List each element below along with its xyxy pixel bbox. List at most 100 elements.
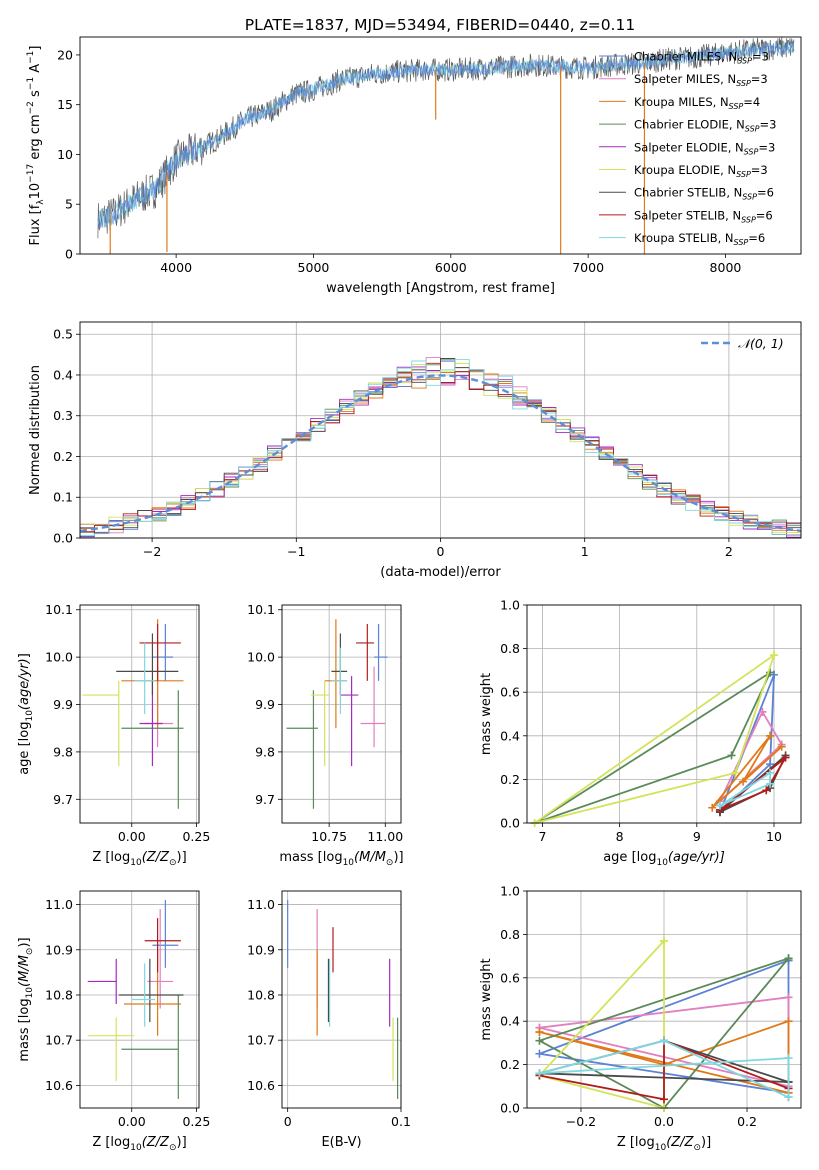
y-tick-label: 0.4 bbox=[500, 728, 520, 743]
weight-marker bbox=[769, 651, 778, 660]
x-label-text: age [log bbox=[603, 850, 656, 865]
weight-marker bbox=[739, 777, 748, 786]
axes-frame bbox=[526, 890, 802, 1109]
x-axis-label: Z [log10(Z/Z⊙)] bbox=[92, 1135, 186, 1153]
legend-label: Salpeter ELODIE, NSSP=3 bbox=[634, 140, 775, 156]
y-tick-label: 10.0 bbox=[45, 650, 73, 665]
x-axis-label: Z [log10(Z/Z⊙)] bbox=[92, 850, 186, 868]
y-tick-label: 0.0 bbox=[53, 531, 73, 546]
axes-frame bbox=[79, 890, 200, 1109]
legend-label: Chabrier ELODIE, NSSP=3 bbox=[634, 118, 776, 134]
weight-marker bbox=[715, 801, 724, 810]
y-axis-label: mass weight bbox=[479, 673, 494, 755]
legend-text: Salpeter STELIB, N bbox=[634, 208, 741, 222]
legend-sub: SSP bbox=[729, 102, 744, 111]
y-tick-label: 0.5 bbox=[53, 327, 73, 342]
x-tick-label: 0.25 bbox=[182, 829, 210, 844]
x-label-var: (age/yr)] bbox=[668, 850, 725, 865]
weight-line bbox=[537, 940, 665, 1110]
gaussian-curve bbox=[80, 374, 801, 533]
y-tick-label: 10.1 bbox=[45, 602, 73, 617]
weight-line bbox=[719, 771, 771, 807]
legend-label: Salpeter MILES, NSSP=3 bbox=[634, 72, 768, 88]
legend-label: Kroupa MILES, NSSP=4 bbox=[634, 95, 760, 111]
x-axis-label: mass [log10(M/M⊙)] bbox=[279, 850, 403, 868]
weight-marker bbox=[762, 786, 771, 795]
x-label-sub2: ⊙ bbox=[169, 1143, 177, 1153]
y-tick-label: 9.8 bbox=[255, 744, 275, 759]
y-tick-label: 9.9 bbox=[255, 697, 275, 712]
chart-residuals: −2 −1 0 1 2 0.0 0.1 0.2 0.3 0.4 0.5 (data-model)/er… bbox=[28, 321, 802, 580]
weight-marker bbox=[766, 731, 775, 740]
weight-marker bbox=[777, 742, 786, 751]
y-tick-label: 0.4 bbox=[500, 1014, 520, 1029]
y-tick-label: 10.6 bbox=[45, 1078, 73, 1093]
x-label-end: )] bbox=[177, 850, 187, 865]
x-label-sub2: ⊙ bbox=[693, 1143, 701, 1153]
weight-marker bbox=[766, 779, 775, 788]
chart-Z-weights: −0.2 0.0 0.2 0.0 0.2 0.4 0.6 0.8 1.0 Z [log10(Z/Z… bbox=[479, 884, 802, 1153]
y-tick-label: 10.7 bbox=[247, 1033, 275, 1048]
y-tick-label: 1.0 bbox=[500, 884, 520, 899]
x-axis-label: wavelength [Angstrom, rest frame] bbox=[326, 281, 555, 296]
weight-marker bbox=[660, 1036, 668, 1045]
y-tick-label: 10.8 bbox=[247, 987, 275, 1002]
x-tick-label: −1 bbox=[287, 544, 305, 559]
y-tick-label: 0.0 bbox=[500, 1101, 520, 1116]
weight-marker bbox=[781, 753, 790, 762]
legend-label: Chabrier STELIB, NSSP=6 bbox=[634, 186, 774, 202]
y-label-text: mass [log bbox=[17, 998, 32, 1061]
legend-tail: =3 bbox=[760, 118, 777, 132]
y-label-text: age [log bbox=[17, 722, 32, 775]
weight-marker bbox=[727, 751, 736, 760]
errorbars bbox=[87, 900, 184, 1099]
errorbars bbox=[287, 900, 399, 1099]
legend-text: Kroupa MILES, N bbox=[634, 95, 729, 109]
x-tick-label: 2 bbox=[725, 544, 733, 559]
weight-marker bbox=[784, 993, 793, 1002]
y-tick-label: 15 bbox=[57, 97, 73, 112]
x-label-sub: 10 bbox=[130, 858, 142, 868]
y-label-unit3: A bbox=[28, 64, 43, 77]
y-tick-label: 0.6 bbox=[500, 970, 520, 985]
legend-sub: SSP bbox=[744, 147, 759, 156]
y-label-text: Flux [f bbox=[28, 204, 43, 245]
x-tick-label: 0 bbox=[284, 1114, 292, 1129]
legend-sub: SSP bbox=[742, 193, 757, 202]
weight-marker bbox=[758, 707, 767, 716]
y-tick-label: 10.6 bbox=[247, 1078, 275, 1093]
y-tick-label: 0.3 bbox=[53, 408, 73, 423]
x-label-text: Z [log bbox=[617, 1135, 655, 1150]
weight-marker bbox=[708, 803, 717, 812]
x-tick-label: 0.1 bbox=[391, 1114, 411, 1129]
legend-sub: SSP bbox=[741, 215, 756, 224]
y-tick-label: 0.8 bbox=[500, 927, 520, 942]
y-label-sup3: −1 bbox=[26, 77, 36, 90]
y-axis-label: age [log10(age/yr)] bbox=[17, 653, 35, 775]
weight-marker bbox=[535, 1069, 544, 1078]
x-label-sub2: ⊙ bbox=[386, 858, 394, 868]
x-tick-label: 1 bbox=[581, 544, 589, 559]
y-tick-label: 9.8 bbox=[53, 744, 73, 759]
y-label-num: 10 bbox=[28, 183, 43, 200]
axes-frame bbox=[526, 604, 802, 824]
weight-line bbox=[534, 671, 771, 824]
y-axis-label: Normed distribution bbox=[28, 365, 43, 495]
x-tick-label: 10 bbox=[766, 829, 782, 844]
x-label-var: (Z/Z bbox=[142, 1135, 170, 1150]
x-tick-label: 6000 bbox=[435, 260, 467, 275]
legend-text: Chabrier STELIB, N bbox=[634, 186, 742, 200]
y-tick-label: 9.7 bbox=[53, 792, 73, 807]
y-tick-label: 0.2 bbox=[500, 772, 520, 787]
legend-tail: =3 bbox=[752, 50, 769, 64]
weight-lines bbox=[530, 651, 790, 827]
axes-frame bbox=[281, 604, 402, 824]
legend-tail: =6 bbox=[756, 208, 773, 222]
x-label-sub: 10 bbox=[656, 858, 668, 868]
legend-sub: SSP bbox=[737, 57, 752, 66]
x-axis-label: (data-model)/error bbox=[380, 565, 501, 580]
weight-line bbox=[534, 654, 775, 824]
axes-frame bbox=[79, 36, 802, 255]
y-tick-label: 10.9 bbox=[247, 942, 275, 957]
